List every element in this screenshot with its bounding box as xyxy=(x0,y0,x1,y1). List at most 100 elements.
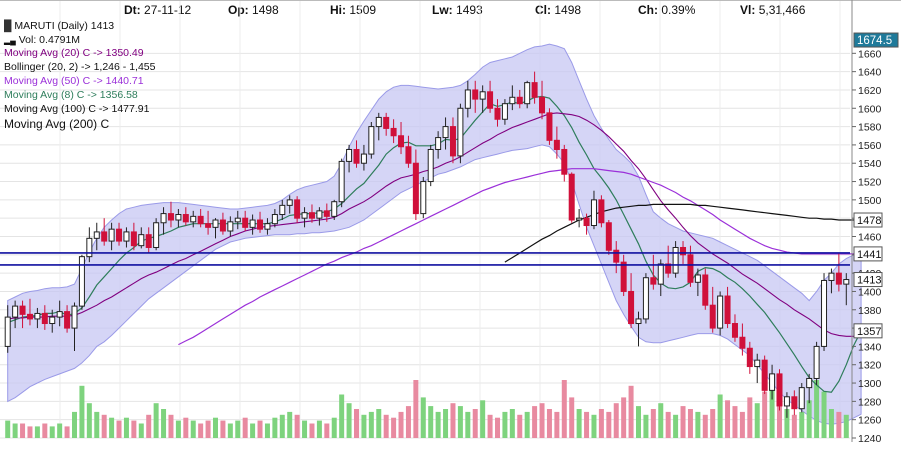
close-readout: Cl: 1498 xyxy=(535,3,582,17)
tick-label-1580: 1580 xyxy=(858,122,882,134)
volume-bar xyxy=(806,400,812,438)
candle xyxy=(509,85,516,111)
candle xyxy=(49,309,56,333)
candle xyxy=(12,300,19,329)
candle xyxy=(739,323,746,356)
candle-body xyxy=(472,89,479,100)
candle-body xyxy=(257,219,264,230)
candle-body xyxy=(160,213,167,224)
candle-body xyxy=(628,290,635,325)
price-tag-label: 1413 xyxy=(857,275,881,287)
candle-body xyxy=(12,305,19,318)
candle-body xyxy=(234,217,241,223)
candle-body xyxy=(190,215,197,223)
candle xyxy=(4,305,11,353)
volume-bar xyxy=(287,411,293,438)
candle xyxy=(494,99,501,127)
candle-body xyxy=(420,181,427,215)
tick-label-1620: 1620 xyxy=(858,85,882,97)
volume-bar xyxy=(101,414,107,438)
candle xyxy=(398,122,405,155)
candle-body xyxy=(731,323,738,338)
horizontal-lines[interactable] xyxy=(0,252,850,266)
candle-body xyxy=(709,304,716,329)
volume-bar xyxy=(405,406,411,438)
candle-body xyxy=(687,254,694,283)
candle xyxy=(620,254,627,297)
candle-body xyxy=(613,249,620,263)
candle xyxy=(806,373,813,404)
volume-bar xyxy=(5,420,11,438)
volume-bar xyxy=(153,403,159,438)
tick-label-1340: 1340 xyxy=(858,341,882,353)
volume-bar xyxy=(272,417,278,438)
candle xyxy=(227,216,234,237)
candle-body xyxy=(116,228,123,242)
bollinger-band xyxy=(7,43,862,425)
volume-bars xyxy=(5,380,849,438)
tick-label-1660: 1660 xyxy=(858,48,882,60)
volume-bar xyxy=(495,417,500,438)
candle xyxy=(19,300,26,329)
candle-body xyxy=(650,277,657,285)
volume-bar xyxy=(621,397,627,438)
candle-body xyxy=(516,96,523,105)
volume-bar xyxy=(213,417,218,438)
price-tag-box xyxy=(853,32,899,48)
candle-body xyxy=(739,336,746,349)
volume-bar xyxy=(346,403,352,438)
candle-body xyxy=(212,219,219,228)
candle xyxy=(553,126,560,159)
candle-body xyxy=(101,231,108,242)
volume-bar xyxy=(309,423,315,438)
candle-body xyxy=(86,237,93,258)
candle xyxy=(160,207,167,235)
candle xyxy=(323,203,330,222)
candle xyxy=(346,144,353,173)
candle xyxy=(219,212,226,235)
candle-body xyxy=(346,148,353,162)
ma100-line xyxy=(504,203,862,263)
open-readout: Op: 1498 xyxy=(228,3,279,17)
volume-bar xyxy=(465,411,471,438)
candle xyxy=(242,210,249,232)
price-tag-label: 1441 xyxy=(857,249,881,261)
volume-bar xyxy=(235,420,241,438)
candle-body xyxy=(546,112,553,141)
volume-bar xyxy=(49,426,55,438)
volume-bar xyxy=(175,420,181,438)
volume-bar xyxy=(94,411,100,438)
candle-body xyxy=(93,231,100,239)
volume-bar xyxy=(413,380,419,438)
candle-body xyxy=(78,256,85,307)
candle-body xyxy=(398,135,405,148)
candle xyxy=(472,80,479,113)
candle-body xyxy=(375,116,382,128)
candle xyxy=(746,341,753,374)
candle-body xyxy=(130,231,137,247)
volume-bar xyxy=(554,411,560,438)
volume-bar xyxy=(695,411,701,438)
candle xyxy=(694,268,701,297)
candle xyxy=(464,80,471,118)
candle xyxy=(702,268,709,310)
candle xyxy=(813,341,820,385)
candle-body xyxy=(798,387,805,410)
volume-bar xyxy=(123,417,129,438)
candle xyxy=(294,196,301,223)
candle xyxy=(843,273,850,306)
volume-bar xyxy=(302,420,308,438)
volume-bar xyxy=(420,397,426,438)
candle-body xyxy=(717,295,724,329)
volume-bar xyxy=(227,423,233,438)
volume-bar xyxy=(20,423,26,438)
price-tag-label: 1478 xyxy=(857,215,881,227)
ma50-line xyxy=(178,168,862,346)
candle xyxy=(167,201,174,228)
candle-body xyxy=(494,107,501,120)
candle-body xyxy=(390,127,397,137)
volume-bar xyxy=(732,406,738,438)
legend-ma100: Moving Avg (100) C -> 1477.91 xyxy=(4,103,150,115)
candle xyxy=(405,135,412,168)
